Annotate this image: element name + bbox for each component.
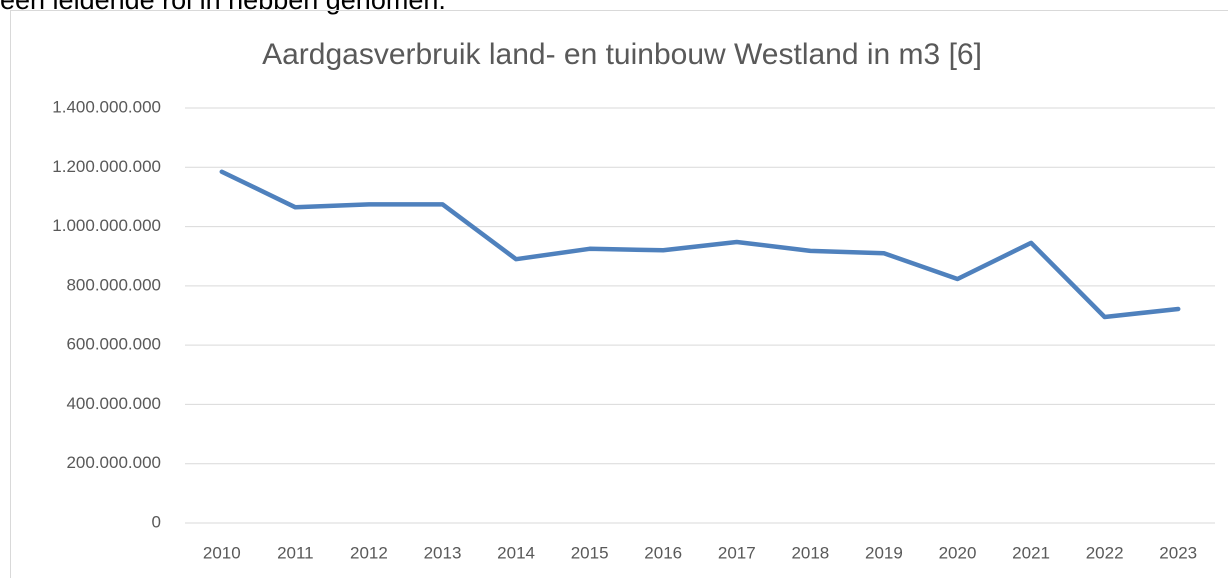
- y-tick-label: 600.000.000: [66, 335, 161, 354]
- chart-frame: [10, 10, 1228, 578]
- x-tick-label: 2018: [791, 543, 829, 562]
- y-tick-label: 200.000.000: [66, 453, 161, 472]
- x-tick-label: 2012: [350, 543, 388, 562]
- x-tick-label: 2013: [424, 543, 462, 562]
- x-tick-label: 2022: [1086, 543, 1124, 562]
- x-tick-label: 2023: [1159, 543, 1197, 562]
- y-tick-label: 1.200.000.000: [52, 157, 161, 176]
- x-tick-label: 2019: [865, 543, 903, 562]
- caption-fragment: een leidende rol in hebben genomen.: [0, 0, 446, 15]
- x-tick-label: 2016: [644, 543, 682, 562]
- x-tick-label: 2010: [203, 543, 241, 562]
- x-tick-label: 2015: [571, 543, 609, 562]
- x-tick-label: 2017: [718, 543, 756, 562]
- y-tick-label: 800.000.000: [66, 275, 161, 294]
- x-tick-label: 2021: [1012, 543, 1050, 562]
- x-tick-label: 2020: [939, 543, 977, 562]
- chart-title: Aardgasverbruik land- en tuinbouw Westla…: [262, 38, 982, 71]
- data-line: [219, 169, 1181, 320]
- x-tick-label: 2011: [277, 543, 314, 562]
- y-tick-label: 400.000.000: [66, 394, 161, 413]
- x-tick-label: 2014: [497, 543, 535, 562]
- y-tick-label: 1.000.000.000: [52, 216, 161, 235]
- y-tick-label: 0: [152, 512, 161, 531]
- y-tick-label: 1.400.000.000: [52, 97, 161, 116]
